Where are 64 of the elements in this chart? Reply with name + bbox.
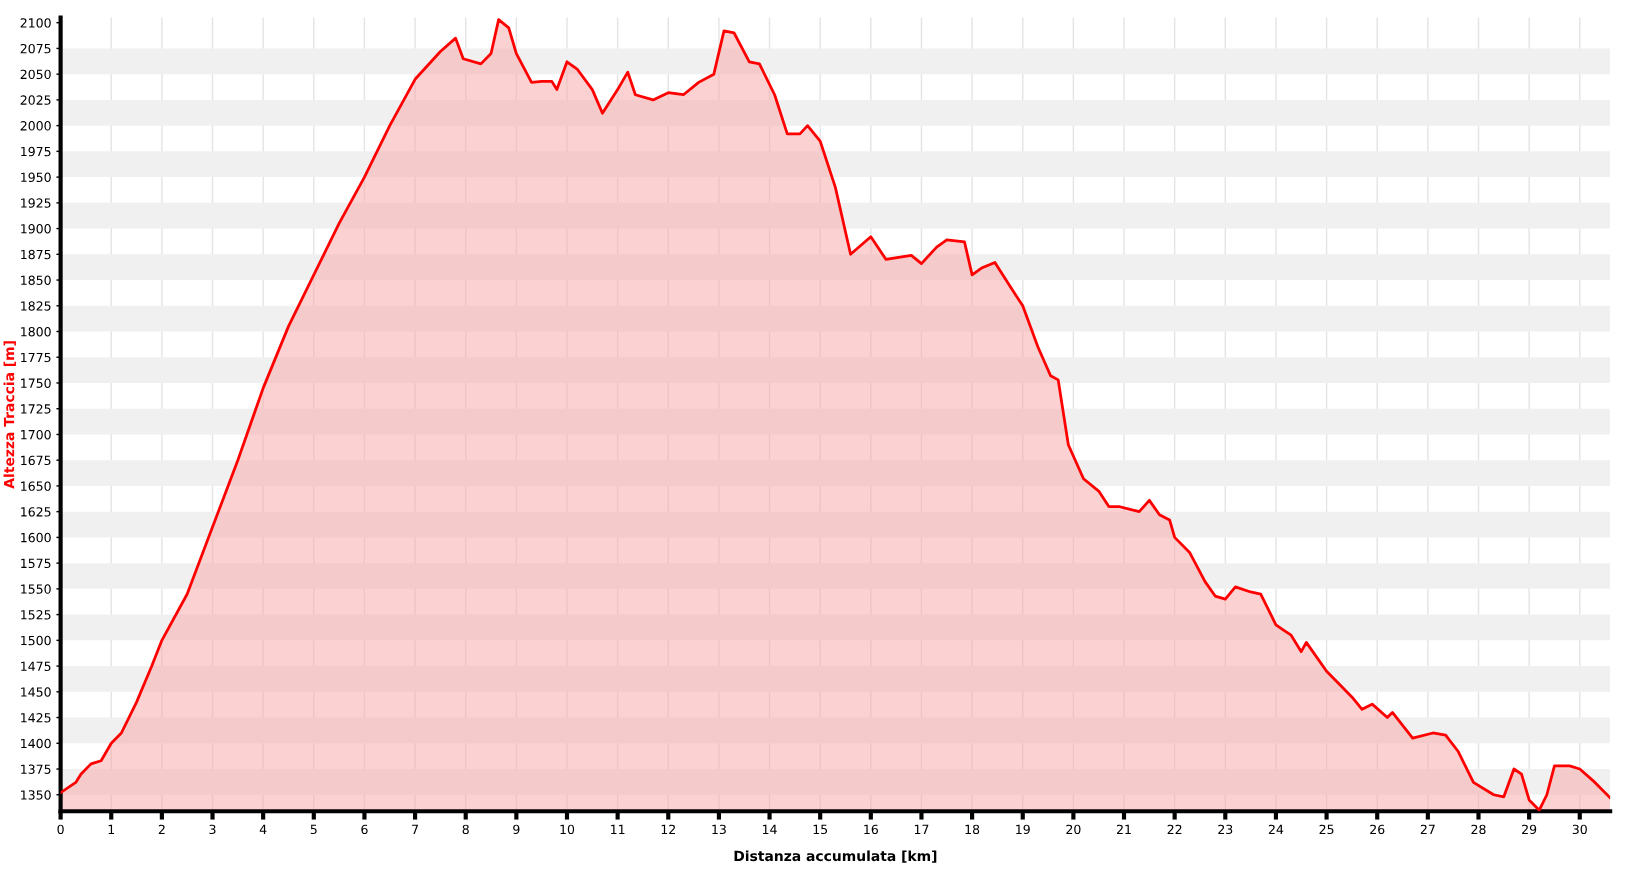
x-tick-label: 19 bbox=[1016, 824, 1030, 835]
x-tick-label: 13 bbox=[712, 824, 726, 835]
x-tick-label: 11 bbox=[611, 824, 625, 834]
x-tick-label: 5 bbox=[310, 824, 317, 835]
y-tick-label: 1625 bbox=[21, 507, 51, 517]
x-tick-label: 10 bbox=[560, 824, 575, 835]
x-tick-label: 8 bbox=[462, 824, 469, 835]
x-tick-label: 0 bbox=[57, 824, 64, 835]
y-tick-label: 2075 bbox=[20, 43, 51, 54]
x-tick-label: 18 bbox=[965, 824, 980, 835]
x-tick-label: 29 bbox=[1522, 824, 1537, 835]
x-tick-label: 25 bbox=[1319, 824, 1334, 835]
x-tick-label: 9 bbox=[513, 824, 520, 835]
y-axis-title: Altezza Traccia [m] bbox=[3, 341, 16, 489]
y-tick-label: 1550 bbox=[21, 584, 51, 594]
x-tick-label: 4 bbox=[259, 824, 267, 834]
x-tick-label: 12 bbox=[661, 824, 675, 834]
x-tick-label: 28 bbox=[1471, 824, 1486, 835]
y-tick-label: 1675 bbox=[21, 455, 51, 466]
x-tick-label: 27 bbox=[1420, 824, 1435, 834]
x-tick-label: 7 bbox=[412, 824, 418, 834]
x-tick-label: 21 bbox=[1116, 824, 1131, 834]
x-tick-label: 2 bbox=[158, 824, 165, 834]
y-tick-label: 2025 bbox=[20, 95, 51, 105]
y-tick-label: 2000 bbox=[20, 121, 51, 131]
x-tick-label: 6 bbox=[361, 824, 368, 835]
y-tick-label: 1700 bbox=[21, 429, 51, 440]
y-tick-label: 1725 bbox=[21, 404, 51, 414]
x-tick-label: 16 bbox=[864, 824, 878, 835]
y-tick-label: 1525 bbox=[21, 610, 51, 620]
y-tick-label: 2050 bbox=[20, 69, 51, 80]
y-tick-label: 1975 bbox=[21, 146, 51, 157]
x-tick-label: 14 bbox=[762, 824, 777, 834]
x-tick-label: 26 bbox=[1370, 824, 1385, 835]
y-tick-label: 1850 bbox=[21, 275, 51, 285]
y-tick-label: 2100 bbox=[20, 18, 51, 28]
x-tick-label: 30 bbox=[1572, 824, 1587, 835]
y-tick-label: 1825 bbox=[21, 301, 51, 311]
y-tick-label: 1450 bbox=[21, 687, 51, 697]
y-tick-label: 1375 bbox=[21, 764, 51, 774]
x-tick-label: 3 bbox=[209, 824, 216, 835]
x-tick-label: 15 bbox=[813, 824, 828, 835]
y-tick-label: 1650 bbox=[21, 481, 51, 491]
y-tick-label: 1950 bbox=[21, 172, 51, 183]
x-axis-title: Distanza accumulata [km] bbox=[734, 850, 937, 863]
x-tick-label: 17 bbox=[914, 824, 929, 834]
y-tick-label: 1400 bbox=[21, 738, 51, 749]
y-tick-label: 1800 bbox=[21, 326, 51, 337]
y-tick-label: 1500 bbox=[21, 635, 51, 646]
y-tick-label: 1475 bbox=[21, 661, 51, 671]
y-tick-label: 1575 bbox=[21, 558, 51, 569]
x-tick-label: 23 bbox=[1218, 824, 1233, 835]
y-tick-label: 1350 bbox=[21, 790, 51, 800]
x-tick-label: 20 bbox=[1066, 824, 1081, 835]
y-tick-label: 1750 bbox=[21, 378, 51, 388]
x-tick-label: 24 bbox=[1268, 824, 1284, 834]
y-tick-label: 1600 bbox=[21, 532, 51, 543]
y-tick-label: 1425 bbox=[21, 713, 51, 723]
y-tick-label: 1925 bbox=[21, 198, 51, 208]
y-tick-label: 1875 bbox=[21, 249, 51, 260]
x-tick-label: 1 bbox=[108, 824, 115, 834]
x-tick-label: 22 bbox=[1167, 824, 1182, 834]
y-tick-label: 1775 bbox=[21, 352, 51, 363]
y-tick-label: 1900 bbox=[21, 224, 51, 234]
